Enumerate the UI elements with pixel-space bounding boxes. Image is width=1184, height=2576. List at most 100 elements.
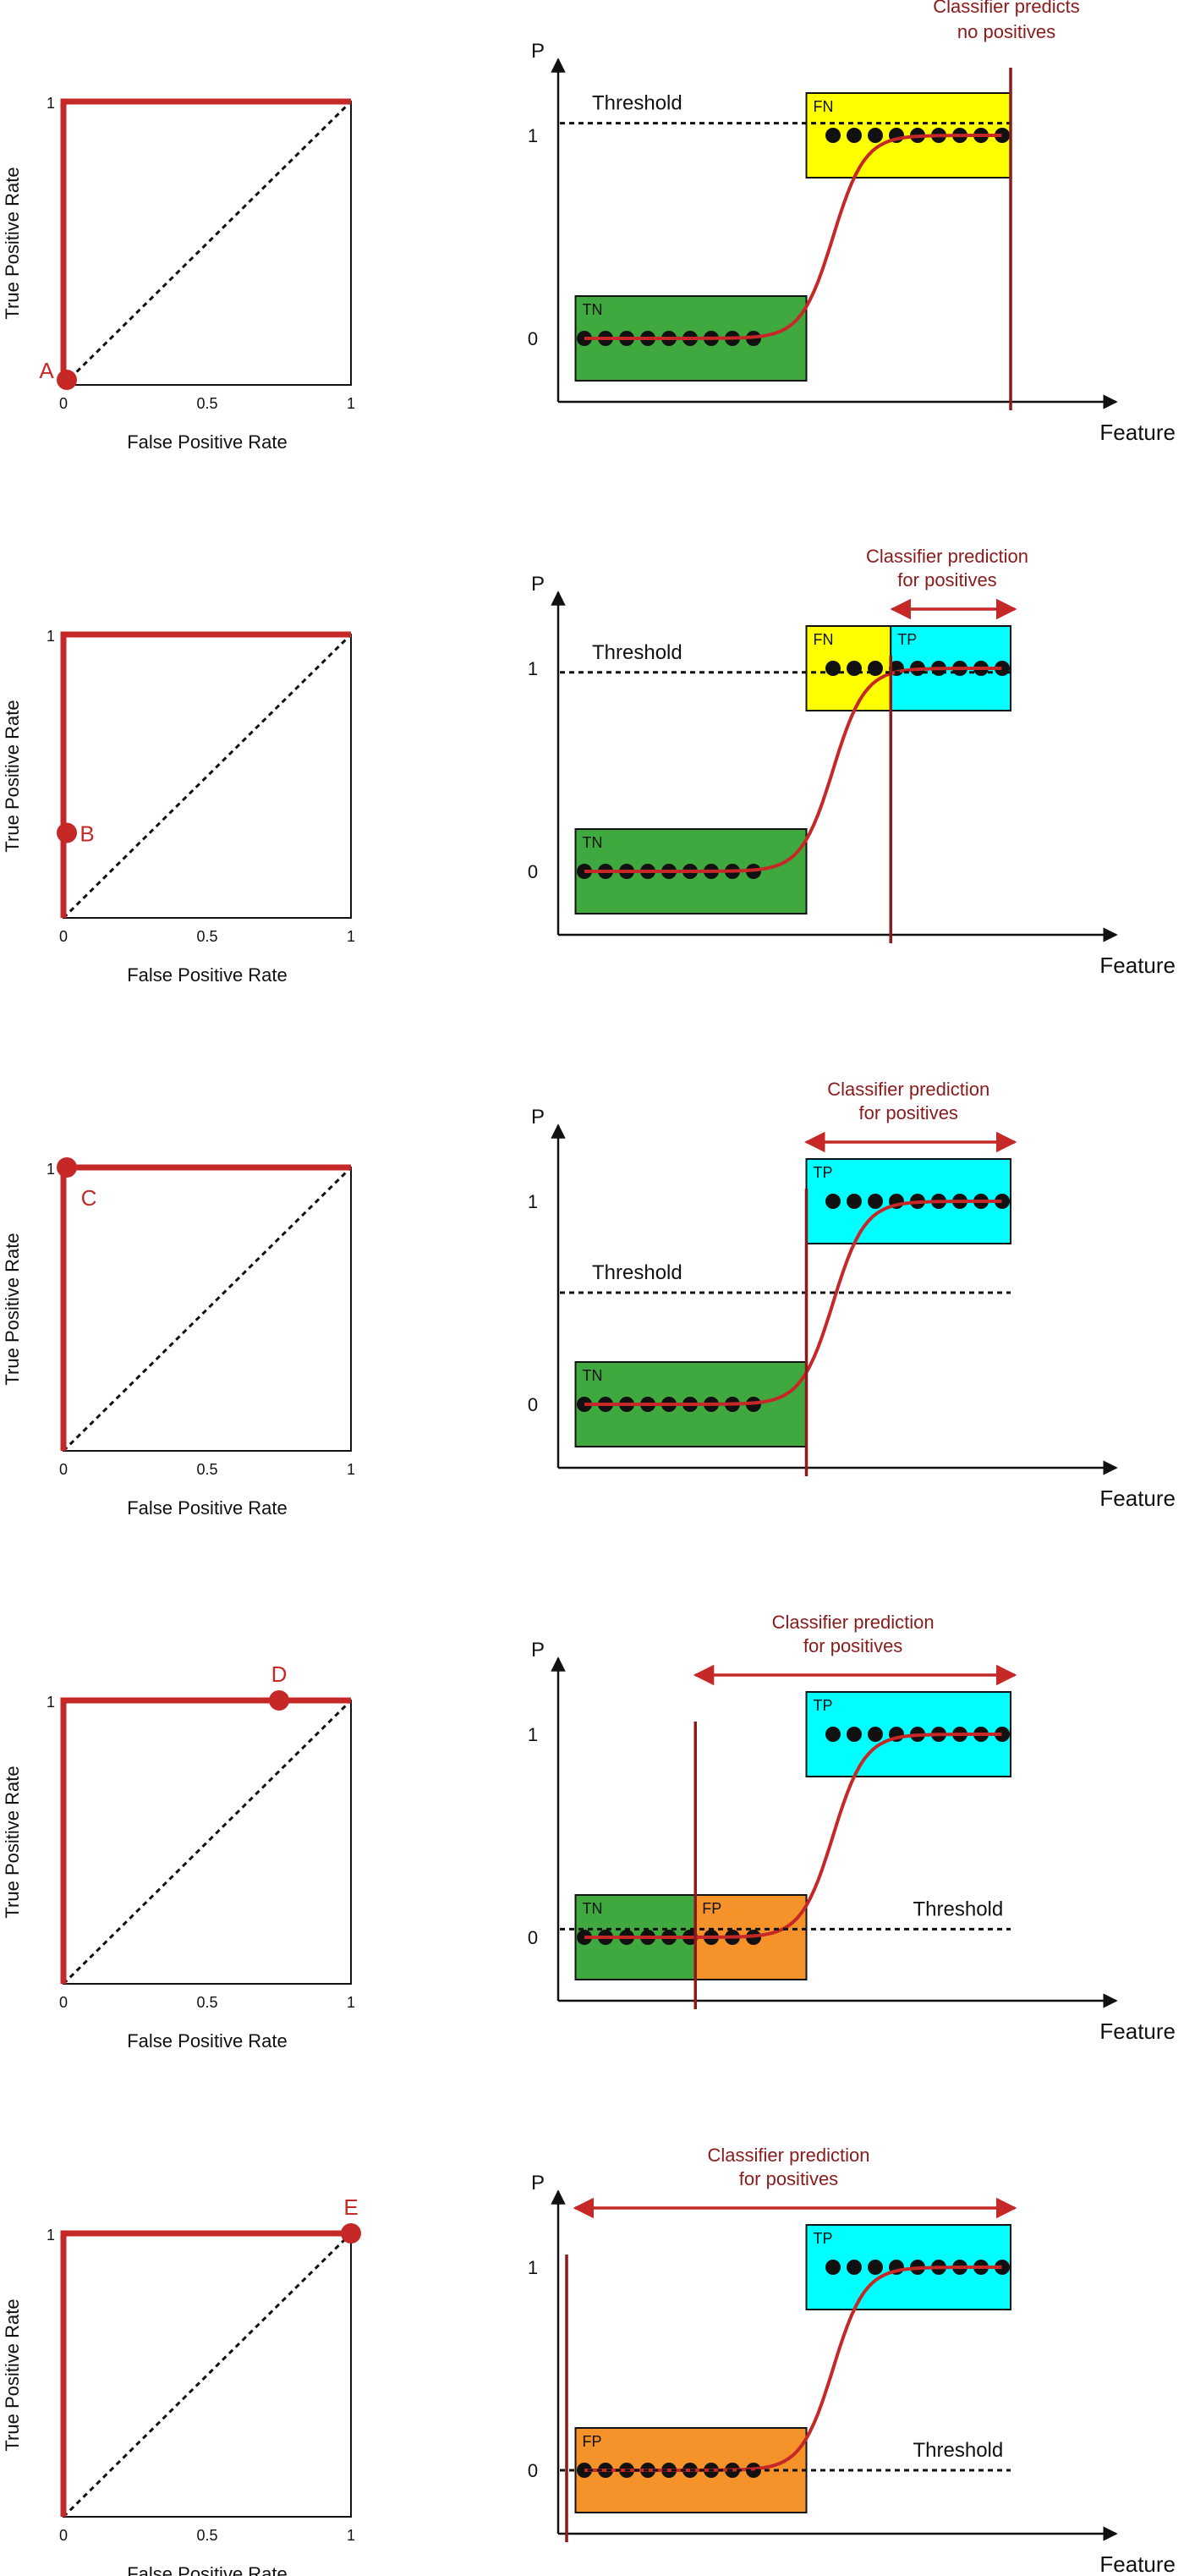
roc-diagonal — [63, 1167, 351, 1451]
p-tick-0: 0 — [528, 1927, 538, 1948]
annotation-line-2: for positives — [859, 1102, 958, 1123]
positive-sample-dot — [847, 1727, 862, 1742]
annotation-line-2: no positives — [957, 21, 1055, 42]
roc-point-label: D — [271, 1661, 288, 1687]
p-tick-0: 0 — [528, 2460, 538, 2481]
roc-tick-x-half: 0.5 — [196, 395, 217, 412]
roc-x-axis-label: False Positive Rate — [127, 964, 288, 986]
threshold-label: Threshold — [592, 1261, 682, 1284]
annotation-line-1: Classifier predicts — [933, 0, 1080, 17]
roc-tick-y-1: 1 — [47, 628, 55, 645]
box-label-fp: FP — [702, 1900, 721, 1917]
threshold-label: Threshold — [592, 641, 682, 664]
p-tick-1: 1 — [528, 2257, 538, 2278]
roc-tick-x-1: 1 — [347, 395, 355, 412]
roc-point-label: A — [39, 358, 54, 383]
roc-tick-x-0: 0 — [59, 1461, 68, 1478]
p-tick-1: 1 — [528, 658, 538, 679]
scenario-a: A 1 0 0.5 1 False Positive Rate True Positive … — [2, 0, 1176, 453]
p-tick-0: 0 — [528, 328, 538, 349]
box-label-tp: TP — [814, 2230, 833, 2247]
p-axis-label: P — [531, 1639, 545, 1661]
roc-point-label: E — [343, 2194, 358, 2220]
roc-diagonal — [63, 102, 351, 385]
box-label-tn: TN — [583, 1900, 603, 1917]
roc-tick-x-half: 0.5 — [196, 1994, 217, 2011]
threshold-label: Threshold — [913, 1898, 1004, 1920]
positive-sample-dot — [868, 128, 883, 143]
feature-axis-label: Feature — [1099, 953, 1176, 978]
p-axis-label: P — [531, 40, 545, 63]
feature-axis-label: Feature — [1099, 1486, 1176, 1511]
probability-plot: P Feature 1 0 TN FN Threshold Classifier predic… — [528, 0, 1176, 445]
roc-y-axis-label: True Positive Rate — [2, 1233, 23, 1385]
roc-plot: B 1 0 0.5 1 False Positive Rate True Positive … — [2, 628, 355, 986]
annotation-line-1: Classifier prediction — [827, 1079, 989, 1100]
box-label-tp: TP — [814, 1164, 833, 1181]
p-axis-label: P — [531, 573, 545, 596]
box-label-tp: TP — [897, 631, 917, 648]
positive-sample-dot — [868, 1727, 883, 1742]
positive-sample-dot — [868, 2260, 883, 2275]
annotation-line-1: Classifier prediction — [772, 1612, 935, 1633]
p-axis-label: P — [531, 2172, 545, 2194]
roc-operating-point — [57, 1157, 77, 1178]
positive-sample-dot — [825, 1194, 841, 1209]
annotation-line-2: for positives — [897, 569, 996, 590]
roc-y-axis-label: True Positive Rate — [2, 1766, 23, 1918]
roc-tick-y-1: 1 — [47, 95, 55, 112]
p-tick-0: 0 — [528, 861, 538, 882]
roc-tick-x-1: 1 — [347, 1461, 355, 1478]
roc-y-axis-label: True Positive Rate — [2, 700, 23, 852]
roc-tick-x-0: 0 — [59, 928, 68, 945]
roc-tick-y-1: 1 — [47, 1161, 55, 1178]
probability-plot: P Feature 1 0 TN FN TP Threshold Classifier pred… — [528, 546, 1176, 978]
annotation-line-2: for positives — [739, 2168, 838, 2189]
probability-plot: P Feature 1 0 FP TP Threshold Classifier predic… — [528, 2145, 1176, 2576]
p-tick-0: 0 — [528, 1394, 538, 1415]
p-tick-1: 1 — [528, 1191, 538, 1212]
roc-operating-point — [269, 1690, 289, 1711]
roc-tick-x-half: 0.5 — [196, 2527, 217, 2544]
roc-diagonal — [63, 1700, 351, 1984]
roc-x-axis-label: False Positive Rate — [127, 2030, 288, 2051]
feature-axis-label: Feature — [1099, 2019, 1176, 2044]
roc-operating-point — [57, 823, 77, 843]
threshold-label: Threshold — [592, 92, 682, 115]
scenario-c: C 1 0 0.5 1 False Positive Rate True Positive … — [2, 1079, 1176, 1519]
feature-axis-label: Feature — [1099, 420, 1176, 445]
scenario-d: D 1 0 0.5 1 False Positive Rate True Positive … — [2, 1612, 1176, 2051]
roc-x-axis-label: False Positive Rate — [127, 431, 288, 453]
p-axis-label: P — [531, 1106, 545, 1129]
roc-tick-x-1: 1 — [347, 928, 355, 945]
box-label-fn: FN — [814, 631, 834, 648]
feature-axis-label: Feature — [1099, 2551, 1176, 2576]
box-label-tp: TP — [814, 1697, 833, 1714]
roc-tick-x-1: 1 — [347, 1994, 355, 2011]
box-label-tn: TN — [583, 1367, 603, 1384]
annotation-line-1: Classifier prediction — [866, 546, 1028, 567]
box-label-fn: FN — [814, 98, 834, 115]
roc-tick-x-half: 0.5 — [196, 928, 217, 945]
annotation-line-1: Classifier prediction — [708, 2145, 870, 2166]
roc-operating-point — [57, 370, 77, 390]
roc-tick-x-0: 0 — [59, 1994, 68, 2011]
roc-diagonal — [63, 2233, 351, 2517]
roc-y-axis-label: True Positive Rate — [2, 167, 23, 319]
positive-sample-dot — [868, 1194, 883, 1209]
box-label-tn: TN — [583, 834, 603, 851]
positive-sample-dot — [825, 128, 841, 143]
positive-sample-dot — [847, 128, 862, 143]
roc-plot: D 1 0 0.5 1 False Positive Rate True Positive … — [2, 1661, 355, 2051]
threshold-label: Threshold — [913, 2439, 1004, 2462]
roc-operating-point — [341, 2223, 361, 2244]
annotation-line-2: for positives — [803, 1635, 902, 1656]
roc-tick-x-0: 0 — [59, 395, 68, 412]
probability-plot: P Feature 1 0 TN FP TP Threshold Classifier pred… — [528, 1612, 1176, 2044]
roc-tick-x-0: 0 — [59, 2527, 68, 2544]
scenario-b: B 1 0 0.5 1 False Positive Rate True Positive … — [2, 546, 1176, 986]
roc-tick-y-1: 1 — [47, 1694, 55, 1711]
scenario-e: E10 0.5 1False Positive RateTrue Positive … — [2, 2145, 1176, 2576]
roc-plot: C 1 0 0.5 1 False Positive Rate True Positive … — [2, 1157, 355, 1519]
